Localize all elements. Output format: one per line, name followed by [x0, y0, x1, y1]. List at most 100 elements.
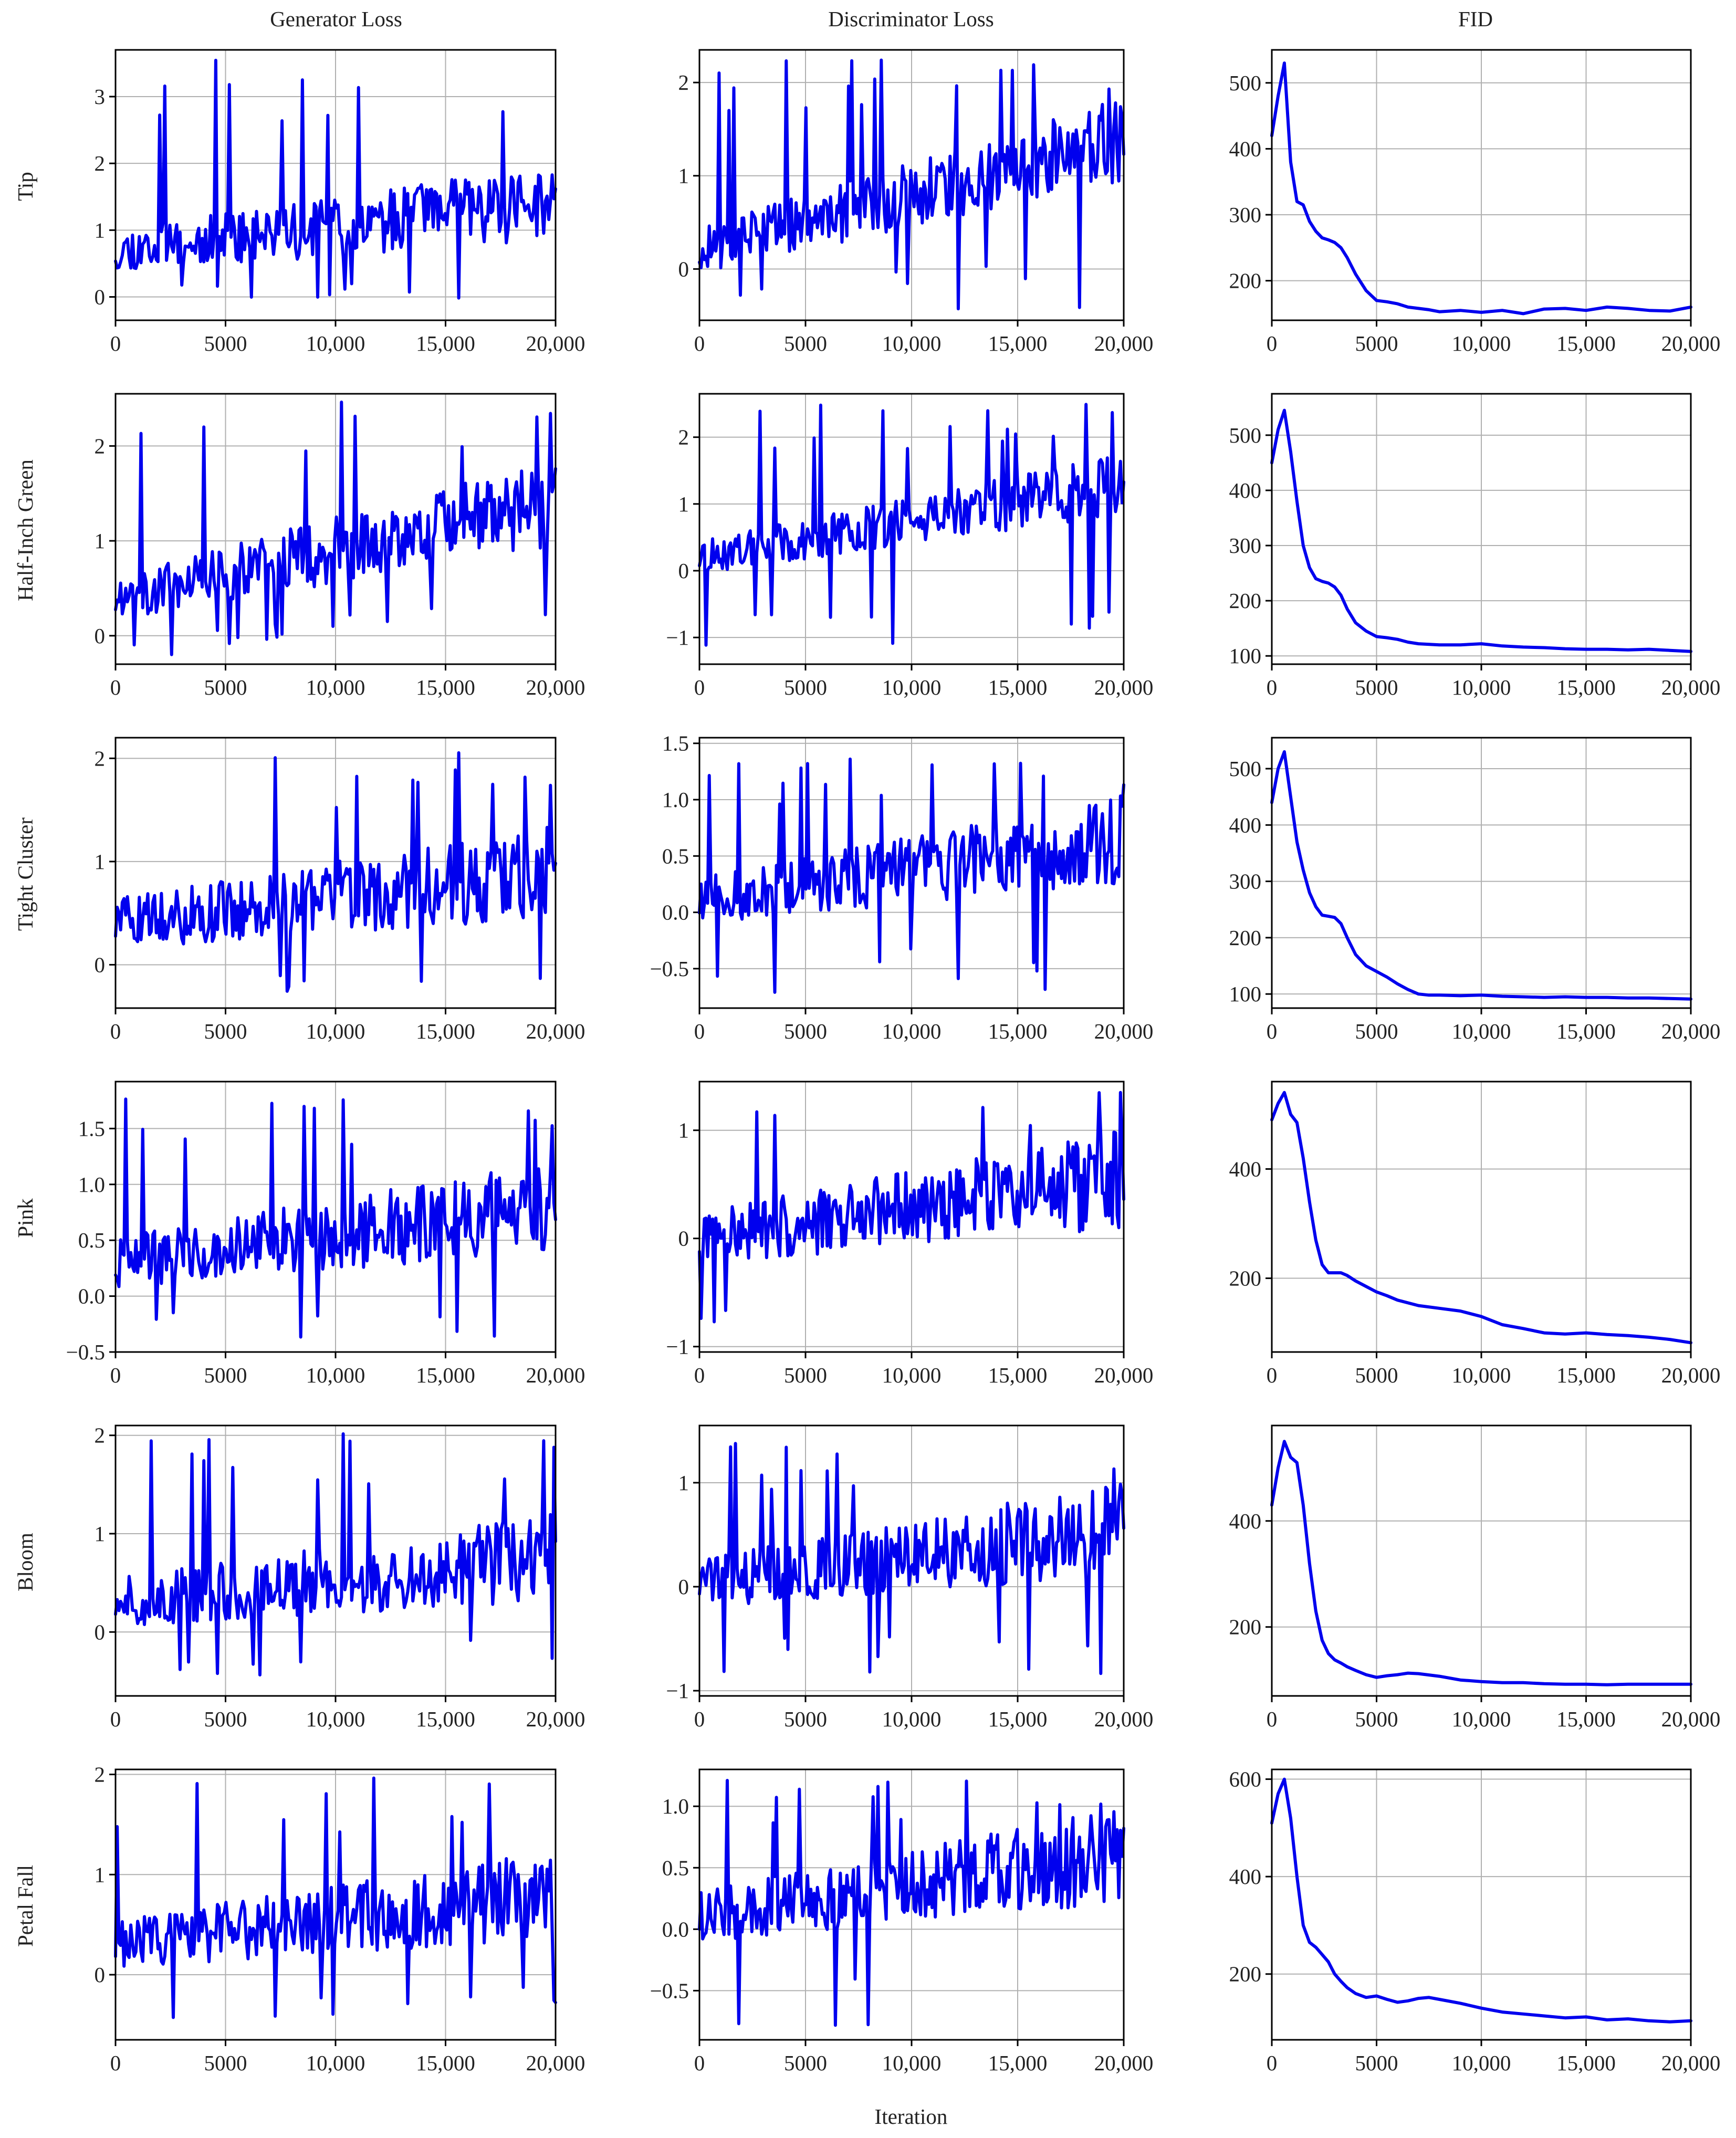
- x-tick-label: 0: [694, 2051, 705, 2075]
- y-tick-label: 1: [95, 1862, 106, 1887]
- x-tick-label: 0: [694, 331, 705, 355]
- x-tick-label: 10,000: [1452, 1707, 1511, 1731]
- x-tick-label: 10,000: [1452, 331, 1511, 355]
- row-label-pink: Pink: [13, 1198, 37, 1238]
- x-tick-label: 10,000: [306, 331, 365, 355]
- x-tick-label: 5000: [1355, 1019, 1398, 1043]
- series-line-bloom-generator-loss: [114, 1432, 557, 1676]
- x-tick-label: 10,000: [882, 331, 942, 355]
- plot-frame: [114, 1424, 557, 1697]
- x-tick-label: 5000: [204, 1019, 247, 1043]
- x-tick-label: 0: [110, 675, 121, 699]
- x-tick-label: 5000: [1355, 1707, 1398, 1731]
- x-tick-label: 15,000: [416, 675, 475, 699]
- y-tick-label: 0.5: [662, 844, 689, 868]
- x-tick-label: 5000: [784, 675, 827, 699]
- panel-bloom-generator-loss: 0 5000 10,000 15,000 20,000 0 1 2: [95, 1423, 585, 1731]
- x-tick-label: 0: [1267, 675, 1278, 699]
- x-tick-label: 0: [1267, 1019, 1278, 1043]
- x-tick-label: 10,000: [882, 1019, 942, 1043]
- y-tick-label: −1: [666, 1335, 689, 1359]
- y-tick-label: 1.5: [662, 731, 689, 756]
- plot-frame: [698, 49, 1125, 321]
- panel-half-inch-green-fid: 0 5000 10,000 15,000 20,000 100 200 300 400 500: [1229, 393, 1720, 699]
- y-tick-label: 0.5: [78, 1228, 105, 1252]
- panel-bloom-discriminator-loss: 0 5000 10,000 15,000 20,000−101: [666, 1424, 1153, 1731]
- y-tick-label: 200: [1229, 589, 1262, 613]
- column-title-fid: FID: [1458, 7, 1493, 31]
- series-line-tight-cluster-generator-loss: [114, 751, 557, 993]
- y-tick-label: 400: [1229, 1864, 1262, 1889]
- y-tick-label: 2: [95, 434, 106, 458]
- x-tick-label: 5000: [1355, 675, 1398, 699]
- x-tick-label: 15,000: [416, 1707, 475, 1731]
- plot-frame: [1271, 49, 1692, 321]
- panel-tight-cluster-discriminator-loss: 0 5000 10,000 15,000 20,000 −0.5 0.0 0.5 1.0 1.5: [650, 731, 1154, 1043]
- x-tick-label: 5000: [204, 1707, 247, 1731]
- x-tick-label: 5000: [204, 2051, 247, 2075]
- plot-frame: [698, 737, 1125, 1009]
- x-tick-label: 5000: [784, 1019, 827, 1043]
- panel-tip-discriminator-loss: 0 5000 10,000 15,000 20,000 0 1 2: [678, 49, 1153, 355]
- panel-bloom-fid: 0 5000 10,000 15,000 20,000 200 400: [1229, 1424, 1720, 1731]
- y-tick-label: 2: [678, 70, 689, 95]
- y-tick-label: −0.5: [66, 1340, 105, 1364]
- y-tick-label: 0: [678, 1227, 689, 1251]
- x-tick-label: 15,000: [416, 331, 475, 355]
- y-tick-label: 1: [95, 529, 106, 553]
- x-tick-label: 0: [1267, 331, 1278, 355]
- series-line-half-inch-green-discriminator-loss: [698, 403, 1125, 647]
- y-tick-label: 400: [1229, 1509, 1262, 1533]
- plot-frame: [1271, 1081, 1692, 1353]
- x-tick-label: 15,000: [988, 331, 1048, 355]
- y-tick-label: 2: [95, 151, 106, 175]
- y-tick-label: 0.0: [662, 1917, 689, 1941]
- y-tick-label: 500: [1229, 757, 1262, 781]
- y-tick-label: 1: [678, 1118, 689, 1143]
- series-line-tip-discriminator-loss: [698, 58, 1125, 311]
- plot-frame: [698, 1424, 1125, 1697]
- y-tick-label: 0.0: [662, 900, 689, 925]
- x-tick-label: 5000: [204, 331, 247, 355]
- x-tick-label: 15,000: [1556, 2051, 1616, 2075]
- panel-half-inch-green-generator-loss: 0 5000 10,000 15,000 20,000 0 1 2: [95, 393, 585, 699]
- y-tick-label: 100: [1229, 644, 1262, 668]
- x-tick-label: 0: [1267, 1707, 1278, 1731]
- x-tick-label: 10,000: [306, 1019, 365, 1043]
- x-tick-label: 5000: [784, 331, 827, 355]
- y-tick-label: 0: [678, 257, 689, 281]
- y-tick-label: 1: [678, 164, 689, 188]
- x-tick-label: 10,000: [882, 1707, 942, 1731]
- x-tick-label: 0: [110, 1019, 121, 1043]
- y-tick-label: 500: [1229, 423, 1262, 447]
- series-line-petal-fall-discriminator-loss: [698, 1779, 1125, 2027]
- x-tick-label: 0: [110, 331, 121, 355]
- x-tick-label: 20,000: [526, 1019, 585, 1043]
- y-tick-label: 1: [678, 1471, 689, 1495]
- x-tick-label: 0: [110, 1707, 121, 1731]
- x-tick-label: 10,000: [1452, 1019, 1511, 1043]
- y-tick-label: 1: [95, 1522, 106, 1546]
- plot-frame: [698, 393, 1125, 665]
- y-tick-label: 1: [678, 492, 689, 516]
- x-tick-label: 20,000: [1094, 1019, 1154, 1043]
- x-tick-label: 15,000: [988, 2051, 1048, 2075]
- x-tick-label: 5000: [784, 1363, 827, 1387]
- shared-x-axis-label: Iteration: [875, 2104, 948, 2129]
- x-tick-label: 10,000: [1452, 2051, 1511, 2075]
- y-tick-label: 1.0: [662, 788, 689, 812]
- y-tick-label: 2: [95, 1423, 106, 1448]
- y-tick-label: 0.5: [662, 1856, 689, 1880]
- series-line-petal-fall-fid: [1270, 1777, 1692, 2024]
- x-tick-label: 10,000: [306, 2051, 365, 2075]
- plot-frame: [114, 1081, 557, 1353]
- panel-tip-generator-loss: 0 5000 10,000 15,000 20,000 0 1 2 3: [95, 49, 585, 355]
- y-tick-label: 200: [1229, 1615, 1262, 1639]
- x-tick-label: 5000: [1355, 2051, 1398, 2075]
- x-tick-label: 5000: [204, 675, 247, 699]
- series-line-half-inch-green-generator-loss: [114, 400, 557, 656]
- x-tick-label: 15,000: [416, 2051, 475, 2075]
- column-title-generator-loss: Generator Loss: [270, 7, 402, 31]
- y-tick-label: 300: [1229, 203, 1262, 227]
- y-tick-label: 0: [678, 559, 689, 583]
